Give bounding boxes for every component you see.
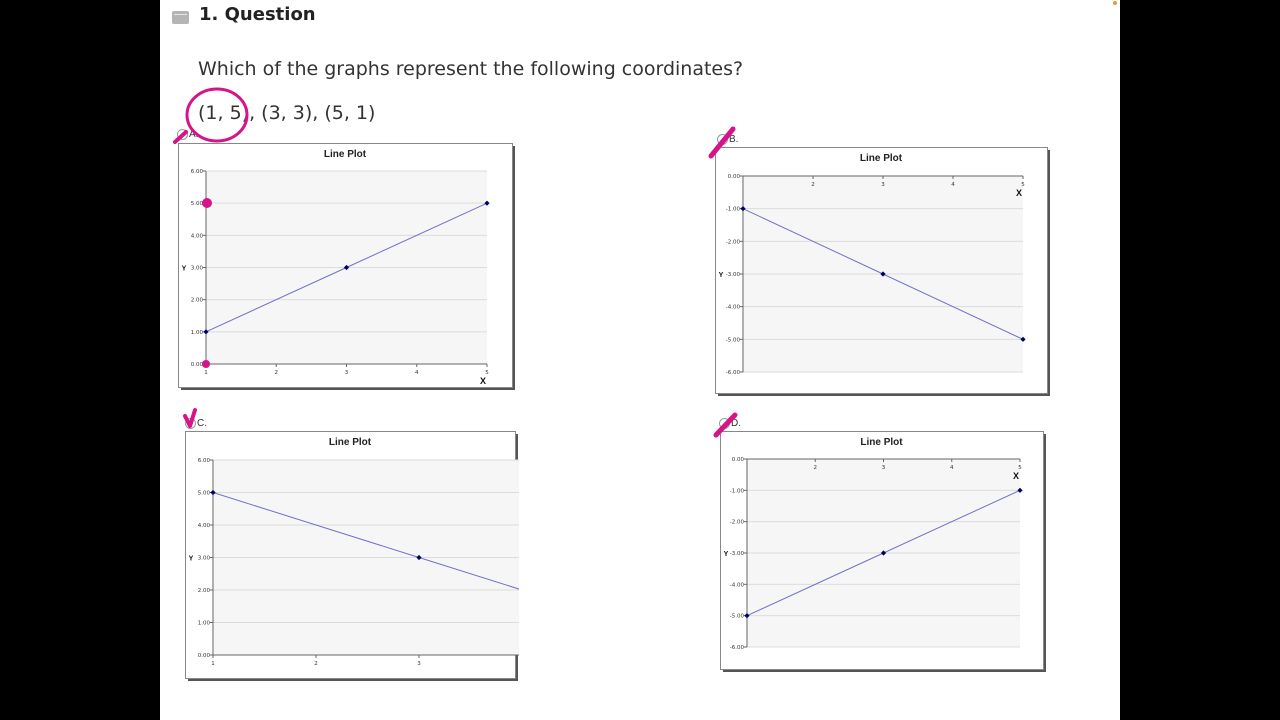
y-tick-label: 3.00 <box>191 266 204 272</box>
y-tick-label: 0.00 <box>732 457 745 463</box>
y-tick-label: -6.00 <box>730 645 745 651</box>
y-tick-label: -2.00 <box>730 520 745 526</box>
y-tick-label: 5.00 <box>191 201 204 207</box>
y-tick-label: 6.00 <box>191 169 204 175</box>
y-tick-label: -6.00 <box>726 370 741 376</box>
x-tick-label: 3 <box>417 661 421 667</box>
y-tick-label: 2.00 <box>198 588 211 594</box>
y-tick-label: 1.00 <box>198 621 211 627</box>
data-point-marker <box>210 489 216 496</box>
data-point-marker <box>484 200 490 206</box>
x-tick-label: 2 <box>314 661 318 667</box>
x-tick-label: 1 <box>204 370 208 376</box>
chart-option-a: Line Plot 0.00 1.00 2.00 3.00 4.00 5.00 6.00 1 2 3… <box>178 143 515 390</box>
data-point-marker <box>416 554 422 561</box>
chart-option-b: Line Plot 0.00 -1.00 -2.00 -3.00 -4.00 -5.00 -6… <box>715 147 1050 396</box>
x-tick-label: 1 <box>211 661 215 667</box>
x-tick-label: 2 <box>814 465 818 471</box>
x-tick-label: 5 <box>1021 182 1025 188</box>
y-tick-label: -5.00 <box>730 614 745 620</box>
option-a[interactable]: A. <box>177 129 198 140</box>
x-tick-label: 4 <box>950 465 954 471</box>
y-tick-label: 3.00 <box>198 556 211 562</box>
y-axis-label: Y <box>724 551 729 558</box>
x-tick-label: 5 <box>485 370 489 376</box>
option-d-label: D. <box>731 418 741 430</box>
x-tick-label: 3 <box>881 182 885 188</box>
option-c-label: C. <box>197 418 207 430</box>
chart-title: Line Plot <box>860 437 903 448</box>
option-a-radio[interactable] <box>177 129 188 140</box>
y-tick-label: -4.00 <box>726 305 741 311</box>
y-axis-label: Y <box>719 272 724 279</box>
x-tick-label: 2 <box>811 182 815 188</box>
question-page: 1. Question Which of the graphs represen… <box>160 0 1120 720</box>
y-tick-label: 0.00 <box>198 653 211 659</box>
chart-title: Line Plot <box>860 153 903 164</box>
chart-option-c: Line Plot 0.00 1.00 2.00 3.00 4.00 5.00 6.00 1 2 3… <box>185 431 519 681</box>
data-point-marker <box>744 613 750 619</box>
x-tick-label: 4 <box>415 370 419 376</box>
status-dot <box>1113 1 1117 5</box>
x-tick-label: 2 <box>275 370 279 376</box>
y-tick-label: -5.00 <box>726 337 741 343</box>
data-point-marker <box>740 206 746 212</box>
option-d[interactable]: D. <box>719 418 741 429</box>
y-tick-label: 5.00 <box>198 491 211 497</box>
y-axis-label: Y <box>182 266 187 273</box>
option-d-radio[interactable] <box>719 418 730 429</box>
chart-title: Line Plot <box>324 149 367 160</box>
x-tick-label: 3 <box>345 370 349 376</box>
y-tick-label: 1.00 <box>191 330 204 336</box>
y-tick-label: -3.00 <box>730 551 745 557</box>
x-axis-label: X <box>1013 471 1019 481</box>
question-icon <box>172 11 189 24</box>
x-tick-label: 3 <box>882 465 886 471</box>
y-tick-label: -3.00 <box>726 272 741 278</box>
y-tick-label: 6.00 <box>198 458 211 464</box>
y-tick-label: -4.00 <box>730 582 745 588</box>
option-a-label: A. <box>189 129 199 141</box>
option-b[interactable]: B. <box>717 134 738 145</box>
y-tick-label: 0.00 <box>191 362 204 368</box>
data-point-marker <box>343 264 350 271</box>
y-tick-label: 2.00 <box>191 298 204 304</box>
y-tick-label: 4.00 <box>198 523 211 529</box>
x-axis-label: X <box>480 376 486 386</box>
x-axis-label: X <box>1016 188 1022 198</box>
y-tick-label: 4.00 <box>191 233 204 239</box>
data-point-marker <box>880 550 887 556</box>
x-tick-label: 5 <box>1018 465 1022 471</box>
option-b-label: B. <box>729 134 739 146</box>
y-tick-label: -1.00 <box>730 488 745 494</box>
option-c[interactable]: C. <box>185 418 207 429</box>
y-tick-label: -1.00 <box>726 207 741 213</box>
x-tick-label: 4 <box>951 182 955 188</box>
y-tick-label: -2.00 <box>726 239 741 245</box>
y-axis-label: Y <box>189 556 194 563</box>
data-point-marker <box>880 271 886 277</box>
question-coordinates: (1, 5), (3, 3), (5, 1) <box>198 102 376 124</box>
option-c-radio[interactable] <box>185 418 196 429</box>
chart-option-d: Line Plot 0.00 -1.00 -2.00 -3.00 -4.00 -5.00 -6… <box>720 431 1046 672</box>
question-text: Which of the graphs represent the follow… <box>198 58 744 80</box>
chart-title: Line Plot <box>329 437 372 448</box>
question-title: 1. Question <box>199 4 316 25</box>
option-b-radio[interactable] <box>717 134 728 145</box>
y-tick-label: 0.00 <box>728 174 741 180</box>
